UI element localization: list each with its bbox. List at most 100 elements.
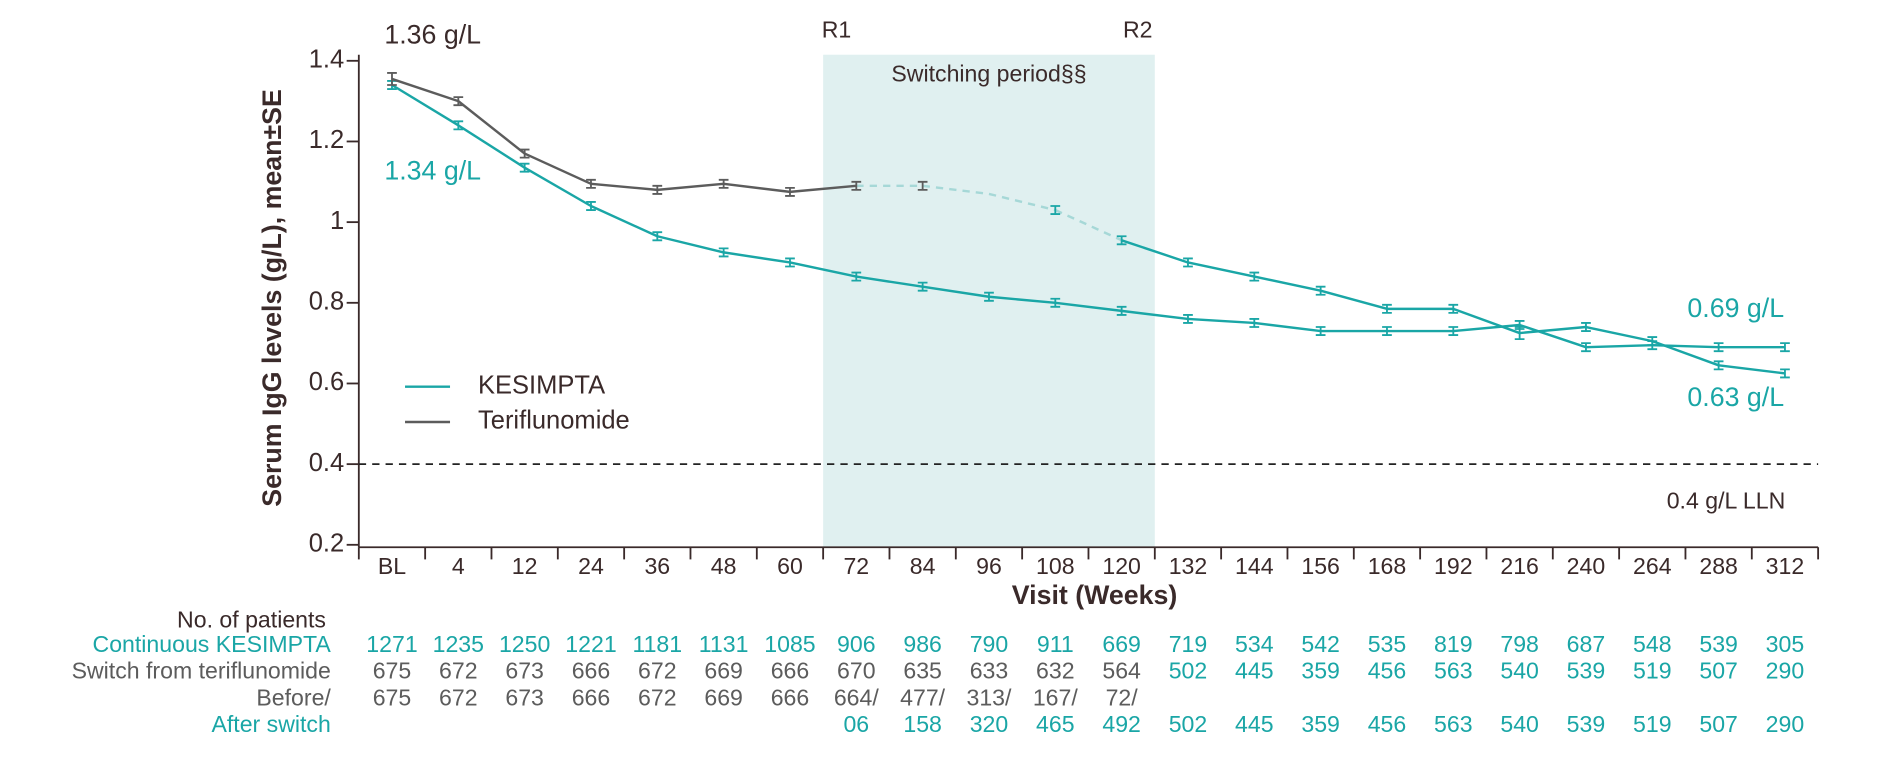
table-cell: 1221 bbox=[565, 631, 616, 657]
x-tick-label: 156 bbox=[1301, 553, 1340, 579]
error-bar bbox=[718, 178, 729, 189]
x-tick-label: 24 bbox=[578, 553, 604, 579]
table-cell: 539 bbox=[1567, 658, 1606, 684]
series-line bbox=[922, 285, 990, 298]
series-line bbox=[590, 182, 658, 192]
table-cell: 456 bbox=[1368, 658, 1407, 684]
table-cell: 675 bbox=[373, 684, 412, 710]
x-tick-label: 288 bbox=[1699, 553, 1738, 579]
table-cell: 672 bbox=[439, 658, 478, 684]
series-line bbox=[1585, 325, 1653, 343]
error-bar bbox=[1514, 326, 1525, 341]
table-cell: 666 bbox=[572, 658, 611, 684]
x-tick-label: 96 bbox=[976, 553, 1002, 579]
table-cell: 519 bbox=[1633, 711, 1672, 737]
table-cell: 672 bbox=[638, 684, 677, 710]
table-title: No. of patients bbox=[177, 607, 326, 633]
error-bar bbox=[851, 180, 862, 191]
series-line bbox=[1187, 317, 1255, 325]
error-bar bbox=[1713, 342, 1724, 353]
series-line bbox=[1452, 307, 1521, 335]
error-bar bbox=[1183, 313, 1193, 324]
error-bar bbox=[785, 186, 795, 197]
series-line bbox=[922, 184, 990, 196]
series-line bbox=[657, 182, 724, 192]
table-cell: 158 bbox=[903, 711, 942, 737]
x-tick-label: 312 bbox=[1766, 553, 1805, 579]
series-line bbox=[1054, 208, 1123, 242]
table-cell: 719 bbox=[1169, 631, 1208, 657]
error-bar bbox=[1382, 303, 1392, 314]
table-cell: 669 bbox=[704, 658, 743, 684]
series-line bbox=[723, 182, 791, 194]
series-line bbox=[657, 235, 724, 254]
x-tick-label: 108 bbox=[1036, 553, 1075, 579]
x-tick-label: 72 bbox=[843, 553, 869, 579]
table-cell: 1131 bbox=[699, 631, 749, 657]
x-axis-title: Visit (Weeks) bbox=[1012, 580, 1178, 610]
table-cell: 1181 bbox=[632, 631, 682, 657]
table-cell: 664/ bbox=[834, 684, 880, 710]
error-bar bbox=[1183, 257, 1193, 268]
series-line bbox=[524, 166, 592, 208]
table-cell: 666 bbox=[771, 658, 810, 684]
error-bar bbox=[1315, 326, 1326, 336]
annotation: 0.63 g/L bbox=[1687, 382, 1784, 412]
table-cell: 359 bbox=[1301, 658, 1340, 684]
table-cell: 1271 bbox=[366, 631, 417, 657]
x-tick-label: 132 bbox=[1169, 553, 1208, 579]
table-cell: 456 bbox=[1368, 711, 1407, 737]
series-line bbox=[457, 124, 526, 169]
error-bar bbox=[1050, 297, 1061, 308]
annotation: 0.69 g/L bbox=[1687, 293, 1784, 323]
annotation: 1.34 g/L bbox=[384, 156, 481, 186]
error-bar bbox=[851, 271, 862, 282]
series-line bbox=[723, 251, 791, 264]
error-bar bbox=[586, 201, 596, 211]
table-cell: 564 bbox=[1102, 658, 1141, 684]
series-line bbox=[1121, 239, 1189, 264]
table-cell: 669 bbox=[704, 684, 743, 710]
series-line bbox=[1651, 339, 1720, 367]
table-cell: 666 bbox=[771, 684, 810, 710]
error-bar bbox=[1050, 205, 1061, 215]
x-tick-label: 4 bbox=[452, 553, 465, 579]
table-cell: 790 bbox=[970, 631, 1009, 657]
error-bar bbox=[1249, 318, 1260, 328]
table-cell: 465 bbox=[1036, 711, 1075, 737]
y-axis-title: Serum IgG levels (g/L), mean±SE bbox=[257, 89, 287, 507]
table-cell: 669 bbox=[1102, 631, 1141, 657]
error-bar bbox=[1581, 342, 1591, 353]
error-bar bbox=[1713, 360, 1724, 371]
x-tick-label: 216 bbox=[1500, 553, 1539, 579]
table-cell: 1085 bbox=[764, 631, 815, 657]
series-line bbox=[1121, 309, 1189, 321]
series-line bbox=[1585, 343, 1653, 349]
x-tick-label: 12 bbox=[512, 553, 538, 579]
error-bar bbox=[1315, 285, 1326, 296]
y-tick-label: 0.4 bbox=[309, 449, 344, 477]
y-tick-label: 0.8 bbox=[309, 288, 344, 316]
series-line bbox=[524, 152, 592, 185]
table-cell: 290 bbox=[1766, 711, 1805, 737]
error-bar bbox=[917, 281, 928, 292]
table-cell: 320 bbox=[970, 711, 1009, 737]
error-bar bbox=[519, 148, 530, 159]
x-tick-label: 84 bbox=[910, 553, 936, 579]
table-cell: 477/ bbox=[900, 684, 946, 710]
table-cell: 672 bbox=[638, 658, 677, 684]
error-bar bbox=[453, 96, 464, 107]
error-bar bbox=[1581, 322, 1591, 332]
table-cell: 502 bbox=[1169, 711, 1208, 737]
table-cell: 06 bbox=[843, 711, 869, 737]
error-bar bbox=[718, 247, 729, 258]
series-line bbox=[988, 192, 1056, 212]
error-bar bbox=[1780, 342, 1790, 353]
table-cell: 72/ bbox=[1106, 684, 1139, 710]
table-cell: 540 bbox=[1500, 658, 1539, 684]
table-cell: 534 bbox=[1235, 631, 1274, 657]
error-bar bbox=[586, 178, 596, 189]
table-cell: 492 bbox=[1102, 711, 1141, 737]
table-cell: 507 bbox=[1699, 711, 1738, 737]
